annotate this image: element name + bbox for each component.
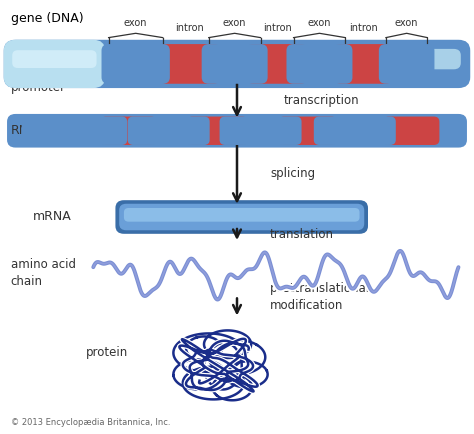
Text: amino acid
chain: amino acid chain	[11, 258, 76, 288]
FancyBboxPatch shape	[22, 116, 127, 145]
Text: transcription: transcription	[284, 94, 360, 107]
FancyBboxPatch shape	[278, 116, 337, 145]
Text: exon: exon	[223, 18, 246, 28]
Text: mRNA: mRNA	[33, 210, 72, 224]
FancyBboxPatch shape	[314, 116, 396, 145]
Text: RNA: RNA	[11, 124, 37, 137]
FancyBboxPatch shape	[187, 116, 247, 145]
FancyBboxPatch shape	[286, 44, 353, 84]
FancyBboxPatch shape	[13, 49, 461, 69]
Text: © 2013 Encyclopædia Britannica, Inc.: © 2013 Encyclopædia Britannica, Inc.	[11, 418, 170, 427]
FancyBboxPatch shape	[7, 114, 467, 148]
FancyBboxPatch shape	[4, 40, 105, 88]
FancyBboxPatch shape	[101, 44, 170, 84]
FancyBboxPatch shape	[119, 204, 364, 230]
FancyBboxPatch shape	[124, 208, 359, 222]
FancyBboxPatch shape	[128, 116, 210, 145]
Text: intron: intron	[263, 23, 292, 33]
FancyBboxPatch shape	[4, 40, 470, 88]
FancyBboxPatch shape	[201, 44, 268, 84]
Text: splicing: splicing	[270, 168, 315, 181]
FancyBboxPatch shape	[334, 44, 393, 84]
Text: exon: exon	[124, 18, 147, 28]
FancyBboxPatch shape	[246, 44, 308, 84]
FancyBboxPatch shape	[116, 200, 368, 234]
FancyBboxPatch shape	[219, 116, 301, 145]
FancyBboxPatch shape	[100, 116, 156, 145]
Text: exon: exon	[395, 18, 419, 28]
Text: exon: exon	[308, 18, 331, 28]
Text: posttranslational
modification: posttranslational modification	[270, 282, 370, 312]
Text: gene (DNA): gene (DNA)	[11, 12, 83, 25]
FancyBboxPatch shape	[379, 44, 435, 84]
FancyBboxPatch shape	[159, 44, 220, 84]
Text: translation: translation	[270, 228, 334, 241]
Text: intron: intron	[175, 23, 204, 33]
FancyBboxPatch shape	[12, 50, 97, 68]
Text: intron: intron	[349, 23, 378, 33]
Text: promoter: promoter	[11, 81, 66, 94]
Text: protein: protein	[86, 346, 128, 359]
FancyBboxPatch shape	[383, 116, 439, 145]
